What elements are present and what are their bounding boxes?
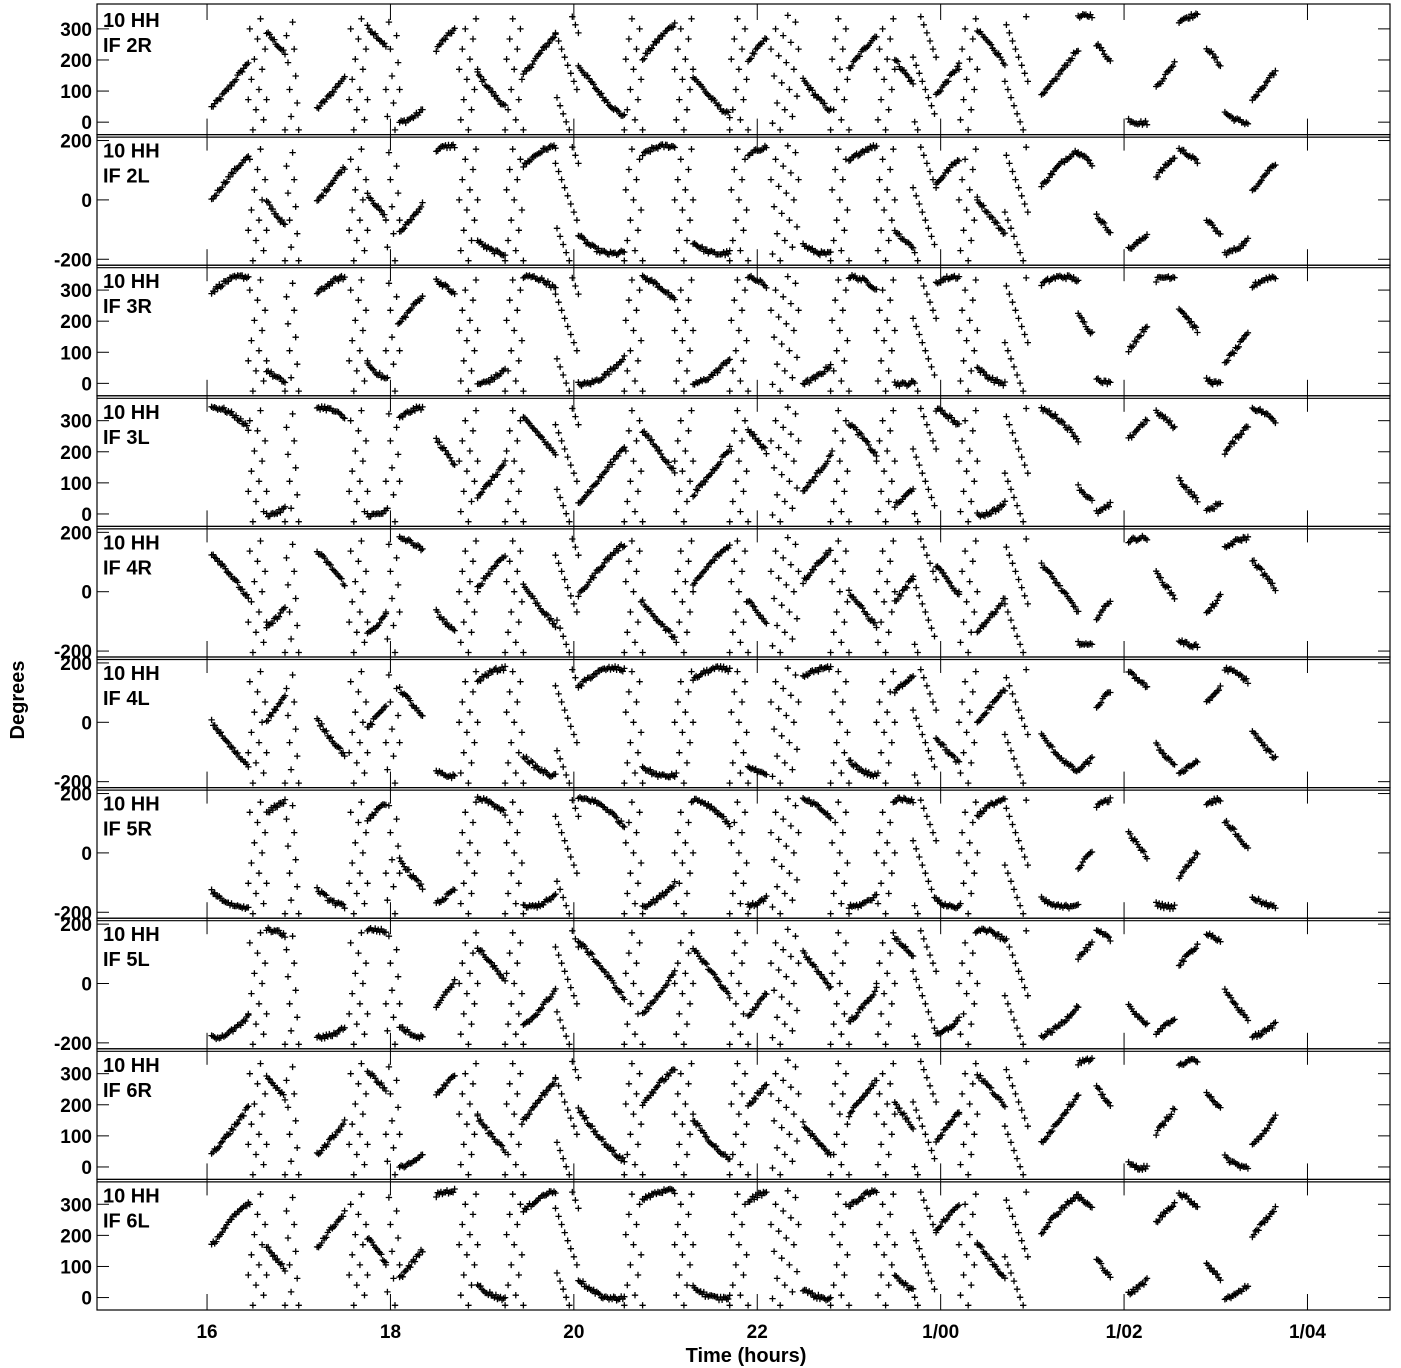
data-markers: [208, 793, 1279, 917]
y-tick-label: 300: [60, 1065, 92, 1086]
data-markers: [208, 1185, 1279, 1309]
y-tick-label: 0: [81, 1158, 92, 1179]
panel-if-3l: 0 100 200 300 10 HH IF 3L: [60, 395, 1391, 527]
y-tick-label: 300: [60, 412, 92, 433]
y-tick-label: 200: [60, 132, 92, 153]
panel-if-label: IF 3L: [103, 427, 150, 449]
panel-if-4l: -200 0 200 10 HH IF 4L: [54, 654, 1391, 794]
x-tick-label: 1/04: [1289, 1322, 1326, 1343]
y-tick-label: -200: [54, 1034, 92, 1055]
y-tick-label: 0: [81, 713, 92, 734]
panel-if-label: IF 5R: [103, 819, 152, 841]
y-tick-label: 200: [60, 312, 92, 333]
panel-antenna-label: 10 HH: [103, 141, 160, 163]
panel-if-2l: -200 0 200 10 HH IF 2L: [54, 132, 1391, 271]
data-markers: [208, 141, 1279, 264]
y-axis-title: Degrees: [7, 661, 29, 740]
y-tick-label: 200: [60, 1226, 92, 1247]
y-tick-label: 200: [60, 915, 92, 936]
y-tick-label: 200: [60, 654, 92, 675]
data-markers: [208, 532, 1279, 656]
y-tick-label: 0: [81, 975, 92, 996]
y-tick-label: 0: [81, 1289, 92, 1310]
panel-if-5r: -200 0 200 10 HH IF 5R: [54, 785, 1391, 924]
y-tick-label: -200: [54, 773, 92, 794]
panel-antenna-label: 10 HH: [103, 1185, 160, 1207]
x-tick-label: 1/00: [922, 1322, 959, 1343]
x-tick-label: 16: [196, 1322, 217, 1343]
y-tick-label: 100: [60, 474, 92, 495]
panel-if-label: IF 6L: [103, 1210, 150, 1232]
y-tick-label: 200: [60, 785, 92, 806]
y-tick-label: 200: [60, 51, 92, 72]
panel-if-label: IF 6R: [103, 1080, 152, 1102]
y-tick-label: 0: [81, 113, 92, 134]
y-tick-label: 200: [60, 1096, 92, 1117]
y-tick-label: 300: [60, 281, 92, 302]
panel-if-6l: 0 100 200 300 10 HH IF 6L: [60, 1178, 1391, 1311]
y-tick-label: -200: [54, 250, 92, 271]
x-tick-labels: 16 18 20 22 1/00 1/02 1/04: [196, 1322, 1326, 1343]
panel-if-label: IF 2R: [103, 35, 152, 57]
x-tick-label: 18: [380, 1322, 401, 1343]
y-tick-label: -200: [54, 642, 92, 663]
panel-if-label: IF 4L: [103, 688, 150, 710]
y-tick-label: 0: [81, 505, 92, 526]
panel-if-3r: 0 100 200 300 10 HH IF 3R: [60, 264, 1391, 397]
panel-if-5l: -200 0 200 10 HH IF 5L: [54, 915, 1391, 1055]
panel-if-label: IF 3R: [103, 296, 152, 318]
panel-frame: [96, 1178, 1391, 1311]
y-tick-label: 100: [60, 343, 92, 364]
panel-if-label: IF 4R: [103, 557, 152, 579]
data-markers: [208, 272, 1279, 395]
y-tick-label: 0: [81, 583, 92, 604]
y-tick-label: 0: [81, 191, 92, 212]
y-tick-label: 200: [60, 523, 92, 544]
panel-if-2r: 0 100 200 300 10 HH IF 2R: [60, 3, 1391, 136]
panel-antenna-label: 10 HH: [103, 663, 160, 685]
panel-if-6r: 0 100 200 300 10 HH IF 6R: [60, 1048, 1391, 1181]
panel-if-4r: -200 0 200 10 HH IF 4R: [54, 523, 1391, 663]
y-tick-label: 100: [60, 1257, 92, 1278]
y-tick-label: 100: [60, 82, 92, 103]
x-tick-label: 20: [563, 1322, 584, 1343]
x-tick-label: 1/02: [1106, 1322, 1143, 1343]
panel-antenna-label: 10 HH: [103, 10, 160, 32]
data-markers: [208, 10, 1279, 134]
panel-if-label: IF 2L: [103, 166, 150, 188]
panel-antenna-label: 10 HH: [103, 532, 160, 554]
panel-antenna-label: 10 HH: [103, 271, 160, 293]
panel-if-label: IF 5L: [103, 949, 150, 971]
data-markers: [208, 663, 1279, 787]
y-tick-label: 0: [81, 374, 92, 395]
panel-antenna-label: 10 HH: [103, 794, 160, 816]
y-tick-label: 0: [81, 844, 92, 865]
x-axis-title: Time (hours): [686, 1345, 807, 1367]
y-tick-label: 200: [60, 443, 92, 464]
panel-antenna-label: 10 HH: [103, 1055, 160, 1077]
y-tick-label: -200: [54, 903, 92, 924]
data-markers: [208, 403, 1279, 525]
data-markers: [208, 1055, 1279, 1178]
y-tick-label: 300: [60, 1195, 92, 1216]
y-tick-label: 300: [60, 20, 92, 41]
panel-antenna-label: 10 HH: [103, 924, 160, 946]
data-markers: [208, 924, 1279, 1048]
x-tick-label: 22: [747, 1322, 768, 1343]
y-tick-label: 100: [60, 1127, 92, 1148]
panel-antenna-label: 10 HH: [103, 402, 160, 424]
